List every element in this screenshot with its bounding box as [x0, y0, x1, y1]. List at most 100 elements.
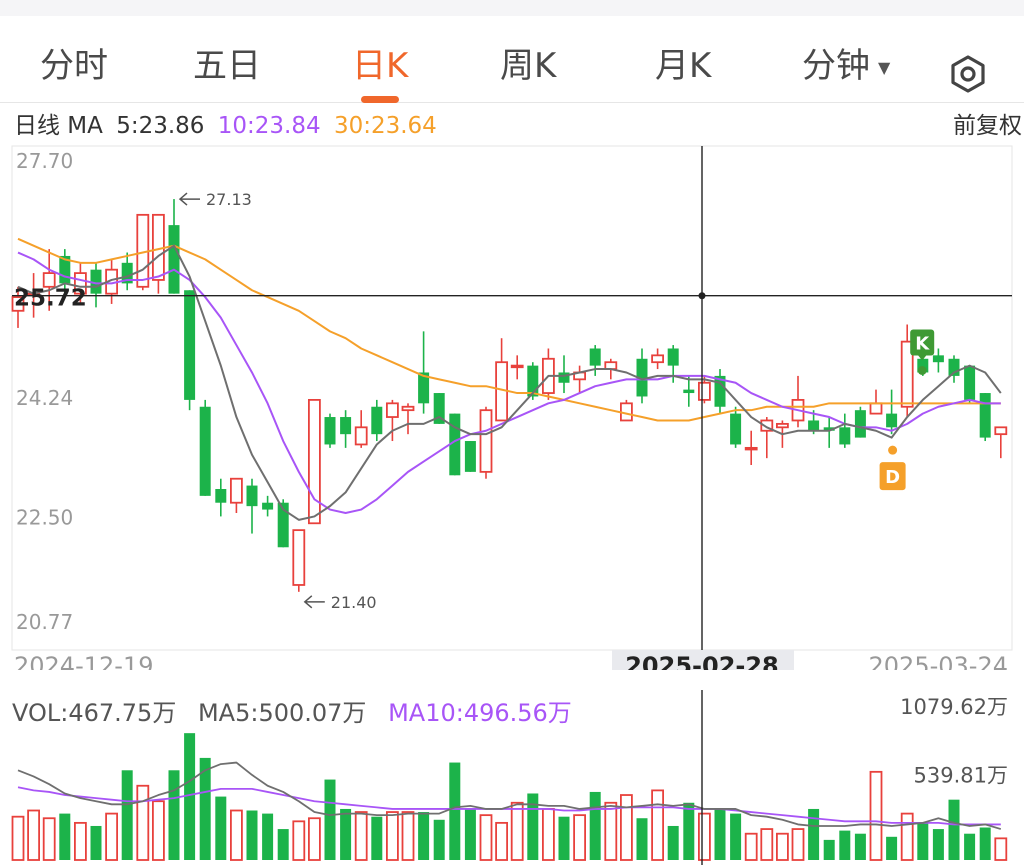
candle-body-up	[869, 402, 883, 415]
volume-bar-down	[714, 808, 726, 860]
k-signal-marker	[910, 329, 935, 356]
volume-bar-down	[667, 825, 679, 860]
volume-bar-down	[823, 839, 835, 860]
candle-body-down	[246, 485, 258, 507]
tab-five-day[interactable]: 五日	[193, 46, 261, 86]
volume-value: VOL:467.75万	[12, 699, 177, 727]
x-axis-tick-label: 2025-03-24	[869, 652, 1008, 670]
candle	[869, 389, 883, 415]
tab-daily-k[interactable]: 日K	[352, 46, 409, 86]
volume-bar-down	[917, 822, 929, 860]
candlestick-chart[interactable]: 27.70 24.24 22.50 20.77 27.13 21.40 K D 25.72 202…	[0, 140, 1024, 670]
tab-minute[interactable]: 分钟 ▼	[802, 38, 890, 87]
x-axis-tick-label: 2024-12-19	[14, 652, 153, 670]
candle-body-up	[698, 381, 711, 401]
volume-bar-down	[683, 802, 695, 860]
volume-legend: VOL:467.75万 MA5:500.07万 MA10:496.56万	[12, 693, 586, 728]
volume-bar-down	[418, 812, 430, 860]
volume-bar-down	[121, 770, 133, 860]
volume-ma10-line	[17, 786, 1001, 826]
volume-ma10-value: MA10:496.56万	[388, 699, 572, 727]
candle	[932, 348, 944, 373]
volume-bar-down	[433, 819, 445, 860]
ma30-value: 30:23.64	[333, 113, 437, 139]
y-axis-tick-label: 22.50	[16, 505, 73, 529]
volume-bar-up	[74, 821, 87, 861]
volume-bar-up	[307, 817, 321, 861]
high-price-label: 27.13	[206, 190, 252, 209]
candle	[620, 399, 633, 422]
candle	[948, 355, 960, 383]
volume-bar-up	[229, 809, 243, 861]
candle	[854, 406, 866, 438]
volume-ma5-line	[17, 761, 1002, 830]
candle	[964, 365, 976, 404]
volume-bar-down	[215, 796, 227, 860]
status-strip	[0, 0, 1024, 16]
candle-body-up	[760, 419, 774, 432]
candle-body-up	[994, 426, 1008, 436]
price-adjust-toggle[interactable]: 前复权	[953, 113, 1022, 139]
candle	[900, 324, 914, 418]
candle	[90, 262, 102, 308]
candle-body-down	[277, 502, 289, 548]
tab-intraday[interactable]: 分时	[40, 46, 108, 86]
period-tab-bar: 分时 五日 日K 周K 月K 分钟 ▼	[0, 16, 1024, 103]
candle	[418, 331, 430, 414]
volume-bar-up	[510, 801, 524, 861]
volume-bar-down	[90, 825, 102, 860]
candle-body-down	[464, 441, 476, 472]
candle-body-down	[979, 393, 991, 438]
candle-body-down	[433, 393, 445, 424]
volume-bar-down	[886, 836, 898, 860]
candle	[74, 262, 87, 304]
candle	[464, 441, 476, 472]
volume-bar-up	[620, 794, 633, 861]
candle-body-down	[90, 269, 102, 294]
volume-bar-down	[730, 813, 742, 860]
volume-bar-down	[324, 779, 336, 860]
volume-bar-down	[277, 829, 289, 860]
ma10-line	[17, 251, 1001, 514]
volume-bar-down	[839, 830, 851, 860]
volume-bar-down	[964, 833, 976, 860]
tab-weekly-k[interactable]: 周K	[500, 46, 557, 86]
volume-bar-up	[42, 817, 56, 861]
chart-frame	[11, 145, 1013, 651]
crosshair-price-label: 25.72	[14, 286, 87, 312]
candle-body-down	[184, 290, 196, 400]
hexagon-settings-icon[interactable]	[948, 54, 988, 94]
candle-body-up	[292, 529, 306, 586]
ma5-value: 5:23.86	[116, 113, 205, 139]
volume-bar-down	[371, 816, 383, 860]
candle-body-down	[854, 410, 866, 438]
low-price-label: 21.40	[331, 593, 377, 612]
volume-bar-up	[479, 814, 493, 861]
volume-bar-up	[11, 815, 25, 861]
volume-bar-down	[979, 827, 991, 860]
y-axis-tick-label: 27.70	[16, 149, 73, 173]
candle-body-down	[324, 417, 336, 445]
volume-bar-down	[948, 799, 960, 860]
volume-bar-down	[59, 813, 71, 860]
ma-legend-prefix: 日线 MA	[14, 113, 103, 139]
tab-monthly-k[interactable]: 月K	[655, 46, 712, 86]
candle	[354, 410, 368, 448]
candle	[791, 375, 805, 428]
volume-bar-up	[900, 812, 914, 861]
ma10-value: 10:23.84	[217, 113, 321, 139]
volume-bar-down	[340, 808, 352, 860]
crosshair-date-label: 2025-02-28	[625, 652, 779, 670]
volume-bar-down	[168, 770, 180, 860]
candle-body-up	[651, 354, 664, 364]
volume-chart[interactable]: 1079.62万 539.81万	[0, 690, 1024, 865]
volume-bar-up	[573, 814, 586, 861]
d-marker-dot	[888, 445, 898, 455]
candle	[229, 477, 243, 513]
volume-bar-down	[932, 829, 944, 860]
candle-body-down	[215, 489, 227, 503]
volume-bar-up	[136, 784, 150, 861]
low-arrow-icon	[303, 595, 325, 609]
candle	[401, 403, 415, 435]
volume-ma5-value: MA5:500.07万	[197, 699, 367, 727]
